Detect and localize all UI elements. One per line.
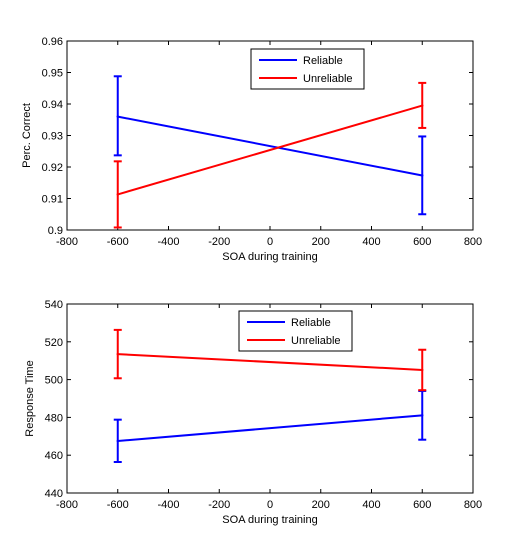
y-tick-label: 440 — [45, 488, 63, 500]
x-tick-label: 400 — [362, 499, 380, 511]
x-tick-label: 200 — [312, 236, 330, 248]
x-tick-label: 200 — [312, 499, 330, 511]
x-tick-label: -600 — [107, 499, 129, 511]
legend-label: Reliable — [291, 317, 331, 329]
x-tick-label: 800 — [464, 236, 482, 248]
data-point — [421, 368, 424, 372]
legend-box — [250, 48, 365, 90]
y-tick-label: 0.91 — [42, 194, 63, 206]
data-point — [421, 174, 424, 177]
data-point — [421, 104, 424, 107]
legend-label: Reliable — [303, 55, 343, 67]
x-tick-label: -600 — [107, 236, 129, 248]
legend-box — [238, 310, 353, 352]
x-tick-label: 600 — [413, 236, 431, 248]
y-tick-label: 520 — [45, 337, 63, 349]
x-axis-label: SOA during training — [222, 251, 317, 263]
y-tick-label: 500 — [45, 375, 63, 387]
x-tick-label: 800 — [464, 499, 482, 511]
series-unreliable — [113, 81, 427, 229]
x-tick-label: -800 — [56, 499, 78, 511]
x-tick-label: 0 — [267, 499, 273, 511]
data-point — [116, 352, 119, 356]
legend: Reliable Unreliable — [238, 310, 353, 352]
y-tick-label: 0.95 — [42, 68, 63, 80]
x-tick-label: -400 — [157, 236, 179, 248]
legend: Reliable Unreliable — [250, 48, 365, 90]
data-point — [116, 193, 119, 196]
series-line — [117, 115, 423, 177]
y-tick-label: 0.9 — [48, 225, 63, 237]
data-point — [421, 414, 424, 417]
x-tick-label: -400 — [157, 499, 179, 511]
y-tick-label: 480 — [45, 412, 63, 424]
x-tick-label: -200 — [208, 236, 230, 248]
x-tick-label: 400 — [362, 236, 380, 248]
x-tick-label: -800 — [56, 236, 78, 248]
x-tick-label: 0 — [267, 236, 273, 248]
y-axis-label: Response Time — [24, 360, 36, 436]
y-tick-label: 540 — [45, 299, 63, 311]
y-tick-label: 460 — [45, 450, 63, 462]
chart-2: -800 -600 -400 -200 0 200 400 600 800 440 460 480 50… — [24, 299, 482, 526]
series-reliable — [113, 75, 427, 216]
series-line — [117, 414, 423, 443]
x-tick-label: 600 — [413, 499, 431, 511]
series-line — [117, 104, 423, 196]
y-tick-label: 0.94 — [42, 99, 63, 111]
chart-1: -800 -600 -400 -200 0 200 400 600 800 0.9 0.91 0.92… — [21, 36, 482, 263]
x-axis-label: SOA during training — [222, 514, 317, 526]
legend-label: Unreliable — [303, 73, 353, 85]
y-tick-label: 0.93 — [42, 131, 63, 143]
legend-label: Unreliable — [291, 335, 341, 347]
x-tick-label: -200 — [208, 499, 230, 511]
data-point — [116, 115, 119, 118]
y-axis-label: Perc. Correct — [21, 103, 33, 168]
series-line — [117, 353, 423, 371]
series-unreliable — [113, 328, 427, 392]
y-tick-label: 0.96 — [42, 36, 63, 48]
y-tick-label: 0.92 — [42, 162, 63, 174]
data-point — [116, 439, 119, 443]
